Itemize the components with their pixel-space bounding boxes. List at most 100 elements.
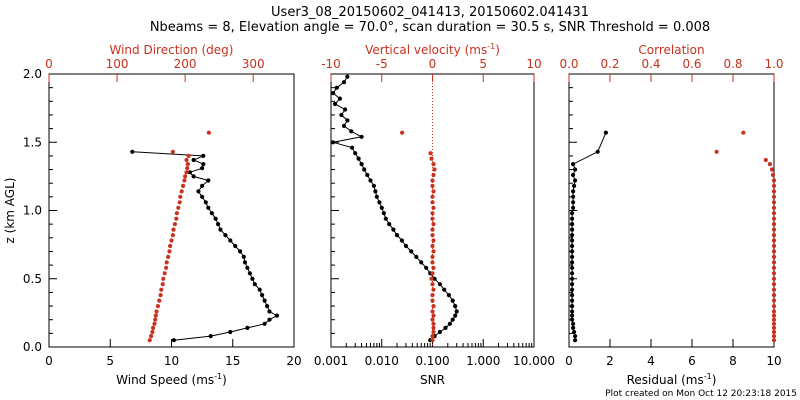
top-tick-label: 0.0 <box>559 57 578 71</box>
data-point-red <box>400 130 405 135</box>
data-point-black <box>570 293 575 298</box>
data-point-red <box>430 233 435 238</box>
data-point-black <box>571 162 576 167</box>
x-tick-label: 1.000 <box>466 354 500 368</box>
data-point-red <box>431 287 436 292</box>
data-point-black <box>130 149 135 154</box>
data-point-red <box>186 153 191 158</box>
data-point-red <box>771 329 777 335</box>
data-point-black <box>377 200 382 205</box>
data-point-black <box>432 276 437 281</box>
data-point-red <box>167 249 172 254</box>
data-point-red <box>431 329 436 335</box>
data-point-red <box>771 287 777 292</box>
data-point-black <box>570 276 575 281</box>
top-tick-label: -10 <box>321 57 341 71</box>
data-point-red <box>771 265 777 270</box>
data-point-black <box>387 222 392 227</box>
data-point-red <box>430 293 435 298</box>
data-point-black <box>191 174 196 179</box>
x-axis-label: SNR <box>420 373 445 387</box>
top-tick-label: 10 <box>526 57 541 71</box>
data-point-black <box>573 167 578 172</box>
data-point-red <box>771 338 777 343</box>
x-tick-label: 20 <box>286 354 301 368</box>
data-point-red <box>771 205 777 210</box>
data-point-black <box>200 166 205 171</box>
data-point-black <box>213 216 218 221</box>
panel-frame <box>48 73 295 348</box>
data-point-red <box>431 249 436 254</box>
data-point-black <box>571 194 576 199</box>
data-point-red <box>172 222 177 227</box>
x-tick-label: 15 <box>225 354 240 368</box>
data-point-black <box>570 287 575 292</box>
data-point-black <box>245 265 250 270</box>
data-point-red <box>431 265 436 270</box>
data-point-black <box>571 321 576 326</box>
data-point-black <box>570 238 575 243</box>
data-point-red <box>429 156 434 161</box>
data-point-black <box>187 170 192 175</box>
data-point-black <box>572 329 577 335</box>
data-point-black <box>570 304 575 309</box>
x-tick-label: 10 <box>766 354 781 368</box>
data-point-red <box>176 205 181 210</box>
data-point-red <box>430 338 435 343</box>
data-point-black <box>570 313 575 318</box>
top-tick-label: 200 <box>174 57 197 71</box>
data-point-black <box>257 287 262 292</box>
x-tick-label: 0.001 <box>314 354 348 368</box>
data-point-red <box>430 227 435 232</box>
data-point-red <box>151 325 156 330</box>
data-point-red <box>771 293 777 298</box>
data-point-red <box>429 276 434 281</box>
data-point-red <box>741 130 746 135</box>
data-point-red <box>153 317 158 322</box>
data-point-red <box>431 189 436 194</box>
data-point-red <box>179 189 184 194</box>
data-point-black <box>453 313 458 318</box>
data-point-black <box>450 317 455 322</box>
data-point-black <box>570 243 575 249</box>
data-point-red <box>152 321 157 326</box>
data-point-black <box>209 211 214 216</box>
data-point-red <box>430 317 435 322</box>
data-point-black <box>267 317 272 322</box>
data-point-black <box>349 129 354 134</box>
top-tick-label: 0.4 <box>641 57 660 71</box>
data-point-black <box>573 338 578 343</box>
data-point-red <box>767 162 773 167</box>
data-point-red <box>771 194 777 199</box>
data-point-red <box>184 157 189 163</box>
data-point-black <box>447 321 452 326</box>
data-point-red <box>164 265 169 270</box>
data-point-red <box>431 238 436 243</box>
data-point-black <box>446 293 451 298</box>
data-point-red <box>155 304 160 309</box>
y-tick-label: 1.5 <box>23 135 42 149</box>
data-point-black <box>453 304 458 309</box>
data-point-red <box>430 298 435 303</box>
data-point-red <box>771 309 777 314</box>
top-tick-label: 0.6 <box>682 57 701 71</box>
data-point-red <box>431 172 436 178</box>
data-point-red <box>150 329 155 335</box>
data-point-black <box>570 271 575 276</box>
top-tick-label: 1.0 <box>764 57 783 71</box>
data-point-red <box>430 254 435 259</box>
data-point-red <box>174 211 179 216</box>
data-point-red <box>430 260 435 265</box>
data-point-red <box>769 167 775 172</box>
data-point-black <box>570 309 575 314</box>
data-point-black <box>403 243 409 249</box>
data-point-black <box>394 233 400 238</box>
data-point-black <box>245 325 250 330</box>
x-tick-label: 6 <box>688 354 696 368</box>
data-point-black <box>595 149 600 154</box>
data-point-black <box>399 238 404 243</box>
data-point-black <box>337 96 342 101</box>
x-tick-label: 0 <box>565 354 573 368</box>
